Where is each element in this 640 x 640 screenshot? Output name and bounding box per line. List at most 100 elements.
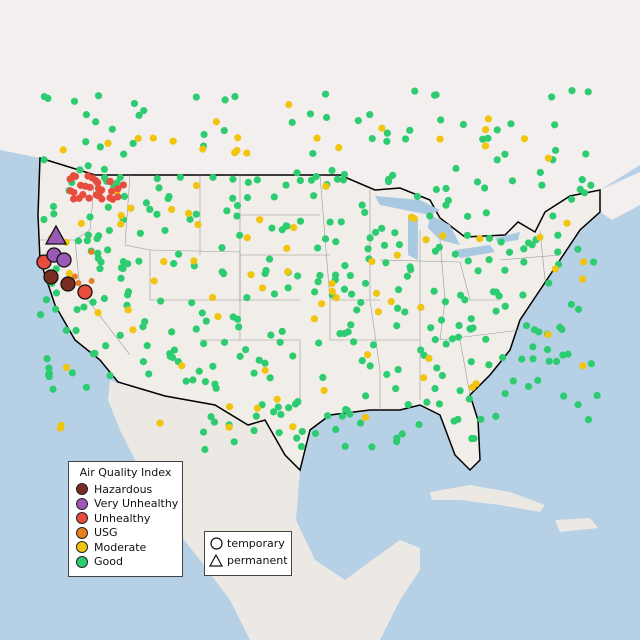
monitor-marker: [340, 170, 349, 179]
monitor-marker: [476, 234, 484, 243]
legend-item: Moderate: [69, 540, 182, 555]
monitor-marker: [129, 326, 137, 334]
legend-item: Good: [69, 555, 182, 570]
monitor-marker: [567, 300, 575, 309]
monitor-marker: [366, 110, 374, 119]
monitor-marker: [52, 289, 61, 297]
monitor-marker: [49, 385, 57, 393]
monitor-marker: [62, 326, 70, 334]
monitor-marker: [464, 257, 472, 265]
monitor-marker: [277, 410, 285, 419]
monitor-marker: [348, 290, 356, 298]
monitor-marker: [361, 279, 370, 287]
legend-swatch: [76, 526, 88, 539]
monitor-marker: [545, 279, 553, 287]
monitor-marker: [40, 215, 48, 224]
monitor-marker: [374, 308, 383, 316]
monitor-marker: [100, 294, 108, 303]
monitor-marker: [358, 201, 366, 209]
monitor-marker: [419, 374, 428, 382]
monitor-marker: [186, 215, 194, 223]
monitor-marker: [192, 93, 200, 101]
monitor-marker: [444, 196, 453, 205]
monitor-marker: [319, 373, 327, 382]
monitor-marker: [366, 234, 374, 242]
monitor-marker: [201, 445, 209, 454]
monitor-marker-large: [43, 269, 59, 285]
canada-land: [0, 0, 640, 237]
monitor-marker: [501, 389, 509, 398]
monitor-marker: [417, 346, 425, 354]
monitor-marker: [580, 189, 589, 197]
monitor-marker: [461, 296, 469, 304]
monitor-marker: [340, 285, 349, 293]
monitor-marker: [77, 181, 85, 189]
monitor-marker: [311, 288, 319, 296]
monitor-marker: [394, 286, 403, 294]
monitor-marker: [288, 118, 296, 127]
monitor-marker: [45, 372, 53, 381]
monitor-marker: [69, 195, 78, 203]
monitor-marker: [482, 335, 490, 343]
monitor-marker: [73, 305, 81, 314]
monitor-marker: [200, 340, 208, 348]
monitor-marker: [82, 138, 90, 146]
monitor-marker: [366, 362, 374, 370]
monitor-marker: [584, 416, 593, 424]
monitor-marker-large: [77, 284, 93, 300]
monitor-marker: [202, 317, 210, 325]
monitor-marker: [326, 218, 334, 226]
monitor-marker: [544, 154, 553, 162]
monitor-marker: [199, 428, 208, 436]
monitor-marker: [407, 213, 416, 221]
monitor-marker: [168, 328, 176, 336]
monitor-marker: [212, 118, 220, 126]
monitor-marker: [493, 156, 501, 164]
monitor-marker: [71, 172, 80, 181]
monitor-marker: [117, 274, 125, 282]
monitor-marker: [120, 150, 128, 158]
legend-label: USG: [94, 526, 118, 540]
monitor-marker: [270, 193, 278, 201]
monitor-marker: [544, 330, 552, 339]
monitor-marker: [578, 176, 586, 184]
monitor-marker: [233, 315, 242, 323]
monitor-marker: [435, 400, 444, 408]
monitor-marker: [235, 323, 243, 331]
monitor-marker: [253, 176, 261, 184]
monitor-marker: [208, 293, 217, 302]
monitor-marker: [310, 315, 319, 323]
monitor-marker: [318, 300, 326, 308]
monitor-marker: [495, 292, 503, 300]
legend-label: Unhealthy: [94, 511, 151, 525]
monitor-marker: [545, 357, 553, 365]
monitor-marker: [184, 209, 193, 218]
monitor-marker: [105, 226, 113, 235]
monitor-marker: [296, 176, 304, 185]
monitor-marker: [40, 156, 48, 164]
monitor-marker: [529, 355, 537, 363]
monitor-marker: [368, 257, 376, 266]
monitor-marker: [283, 244, 291, 252]
monitor-marker: [68, 369, 76, 377]
temporary-row: temporary: [205, 535, 291, 552]
monitor-marker: [96, 265, 104, 273]
monitor-marker: [340, 329, 348, 338]
monitor-marker: [320, 386, 328, 395]
monitor-marker: [282, 181, 290, 189]
monitor-marker: [543, 345, 552, 354]
monitor-marker: [278, 327, 286, 335]
monitor-marker: [189, 376, 197, 384]
monitor-marker: [135, 111, 143, 119]
monitor-marker: [119, 264, 127, 273]
monitor-marker: [315, 339, 323, 347]
monitor-marker: [289, 352, 297, 360]
monitor-marker: [253, 404, 261, 412]
monitor-marker: [106, 178, 114, 186]
monitor-marker: [455, 321, 463, 330]
monitor-marker: [383, 137, 391, 145]
monitor-marker: [393, 434, 401, 442]
monitor-marker: [96, 143, 104, 151]
monitor-marker: [225, 403, 234, 411]
monitor-marker: [430, 91, 439, 99]
